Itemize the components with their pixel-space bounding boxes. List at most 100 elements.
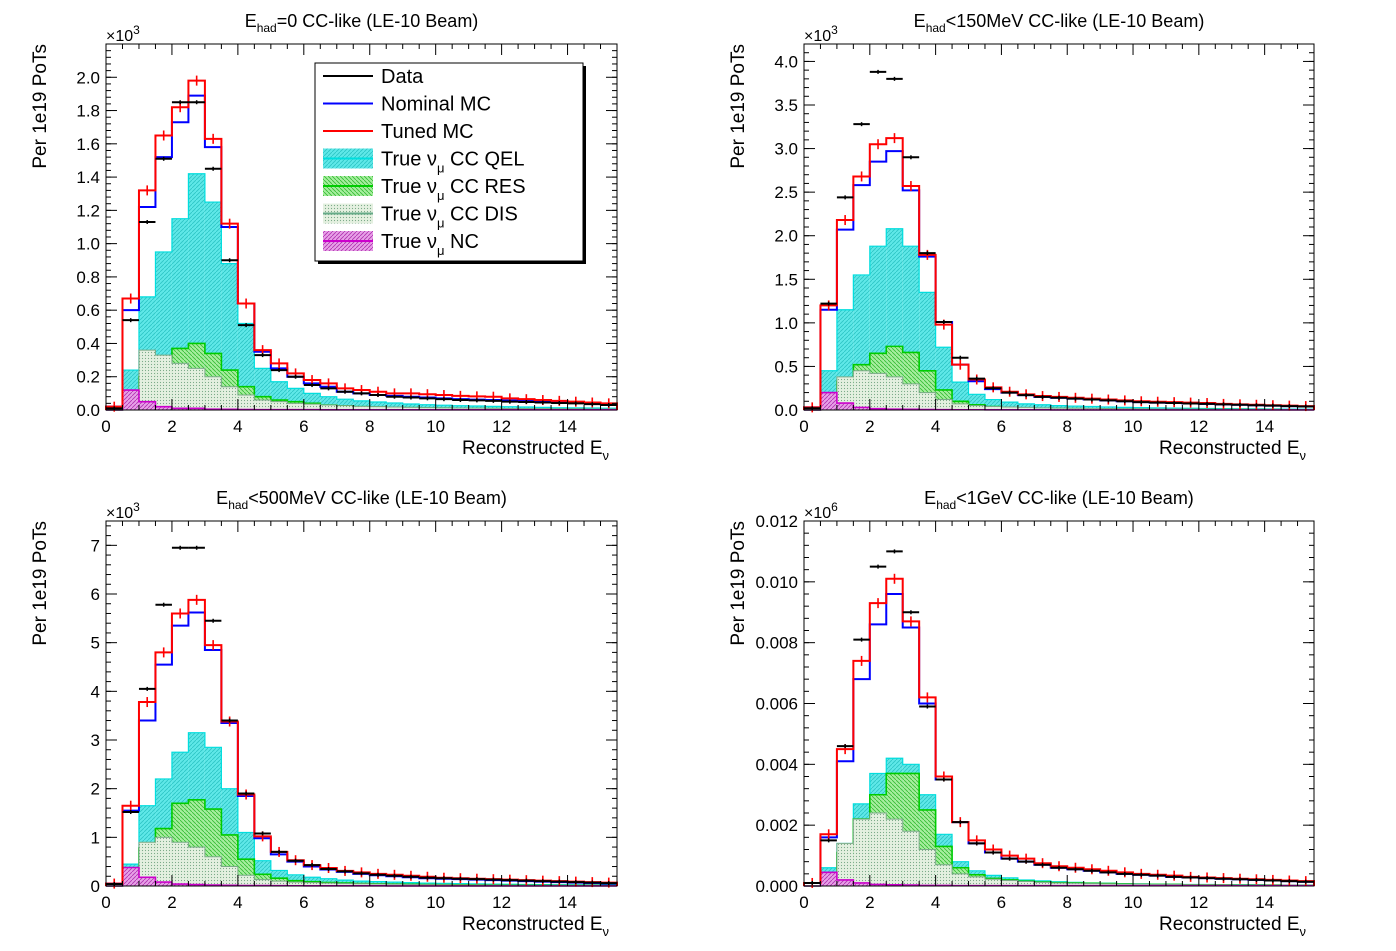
histogram-step-line — [105, 79, 618, 410]
bar — [919, 849, 936, 886]
y-tick-label: 1.0 — [76, 235, 100, 254]
y-tick-label: 0.002 — [755, 816, 798, 835]
bar — [1083, 883, 1101, 886]
x-tick-label: 4 — [931, 417, 940, 436]
bar — [820, 872, 837, 886]
y-tick-label: 1.6 — [76, 135, 100, 154]
bar — [984, 879, 1002, 886]
bar — [1001, 406, 1018, 410]
bar — [1001, 880, 1018, 886]
bar — [836, 376, 854, 410]
chart-panel-4: 0.000 0.002 0.004 0.006 0.008 0.010 0.012 0 2 4 6 8… — [728, 488, 1315, 939]
x-axis-label: Reconstructed Eν — [1159, 438, 1306, 463]
y-tick-label: 5 — [91, 634, 100, 653]
legend-entry: True νμ CC QEL — [323, 148, 524, 176]
bar — [336, 883, 354, 886]
bar — [204, 376, 222, 410]
y-tick-label: 0.010 — [755, 573, 798, 592]
bar — [155, 882, 172, 886]
bar — [353, 406, 370, 410]
x-tick-label: 14 — [558, 893, 577, 912]
bar — [369, 884, 387, 886]
x-tick-label: 14 — [558, 417, 577, 436]
y-axis-label: Per 1e19 PoTs — [728, 521, 749, 646]
x-tick-label: 14 — [1255, 893, 1274, 912]
x-tick-label: 2 — [167, 417, 176, 436]
x-tick-label: 10 — [426, 417, 445, 436]
x-tick-label: 8 — [1062, 893, 1071, 912]
y-tick-label: 1.4 — [76, 168, 100, 187]
plot-frame — [105, 43, 618, 411]
y-tick-label: 4 — [91, 682, 100, 701]
legend-label: Data — [381, 66, 424, 88]
bar — [853, 819, 870, 886]
bar — [122, 390, 139, 410]
x-tick-label: 8 — [1062, 417, 1071, 436]
bar — [155, 406, 172, 410]
bar — [320, 883, 337, 886]
bar — [984, 406, 1002, 410]
bar — [171, 363, 189, 410]
y-tick-label: 0.8 — [76, 268, 100, 287]
x-tick-label: 8 — [365, 893, 374, 912]
bar — [336, 399, 354, 410]
bar — [353, 400, 370, 410]
bar — [171, 842, 189, 886]
x-tick-label: 12 — [492, 893, 511, 912]
x-tick-label: 4 — [233, 417, 242, 436]
bar — [138, 842, 156, 886]
bar — [968, 876, 985, 886]
legend-label: Nominal MC — [381, 94, 491, 116]
bar — [287, 403, 304, 410]
legend-label: True νμ NC — [381, 231, 479, 258]
y-tick-label: 1.0 — [774, 314, 798, 333]
legend-entry: True νμ NC — [323, 231, 479, 258]
bar — [836, 879, 854, 886]
bar — [886, 819, 903, 886]
y-tick-label: 0.0 — [774, 401, 798, 420]
y-tick-label: 2 — [91, 780, 100, 799]
chart-title: Ehad<150MeV CC-like (LE-10 Beam) — [914, 11, 1205, 35]
y-tick-label: 0.006 — [755, 695, 798, 714]
x-axis: 0 2 4 6 8 10 12 14 — [799, 521, 1315, 912]
x-tick-label: 14 — [1255, 417, 1274, 436]
bar — [869, 813, 887, 886]
bar — [1050, 882, 1068, 886]
bar — [320, 405, 337, 410]
y-tick-label: 3 — [91, 731, 100, 750]
bar — [836, 843, 854, 886]
bar — [237, 395, 255, 410]
y-tick-label: 1.2 — [76, 201, 100, 220]
bar — [188, 847, 205, 886]
bar — [820, 392, 837, 410]
bar — [952, 873, 969, 886]
bar — [886, 376, 903, 410]
y-tick-label: 2.0 — [76, 68, 100, 87]
bar — [435, 407, 453, 410]
x-axis-label: Reconstructed Eν — [462, 914, 609, 939]
bar — [188, 368, 205, 410]
bar — [1034, 407, 1051, 410]
x-tick-label: 2 — [865, 893, 874, 912]
y-multiplier: ×106 — [804, 500, 838, 522]
chart-title: Ehad<500MeV CC-like (LE-10 Beam) — [216, 488, 507, 512]
bar — [303, 882, 321, 886]
bar — [353, 883, 370, 886]
legend-label: True νμ CC DIS — [381, 204, 518, 231]
bar — [138, 350, 156, 410]
bar — [1050, 408, 1068, 410]
bar — [836, 403, 854, 410]
y-tick-label: 0.6 — [76, 301, 100, 320]
x-axis: 0 2 4 6 8 10 12 14 — [101, 44, 618, 436]
plot-frame — [105, 520, 618, 887]
bar — [1001, 402, 1018, 410]
series-data — [106, 545, 617, 887]
y-axis: 0.0 0.5 1.0 1.5 2.0 2.5 3.0 3.5 4.0 — [774, 43, 1314, 420]
y-tick-label: 2.5 — [774, 183, 798, 202]
x-tick-label: 6 — [299, 893, 308, 912]
bar — [303, 404, 321, 410]
y-tick-label: 7 — [91, 536, 100, 555]
series-data — [106, 100, 617, 411]
bar — [968, 405, 985, 410]
x-tick-label: 6 — [997, 893, 1006, 912]
